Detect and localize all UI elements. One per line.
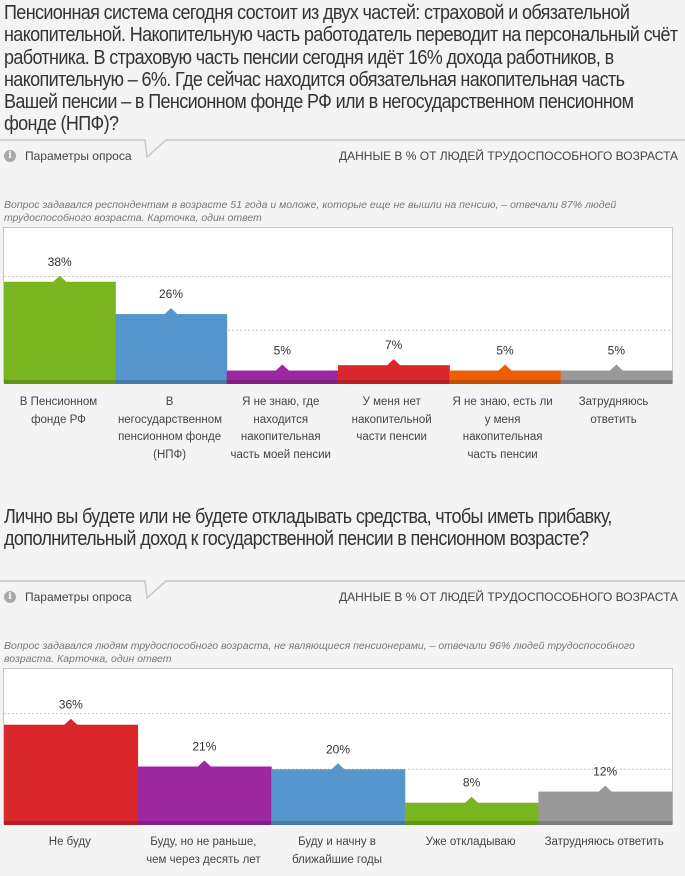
survey-description-1: Вопрос задавался респондентам в возрасте… [4, 199, 617, 224]
bar-marker [386, 359, 401, 366]
data-unit-note: ДАННЫЕ В % ОТ ЛЮДЕЙ ТРУДОСПОСОБНОГО ВОЗР… [339, 149, 678, 163]
data-unit-note: ДАННЫЕ В % ОТ ЛЮДЕЙ ТРУДОСПОСОБНОГО ВОЗР… [339, 590, 678, 604]
bar-marker [331, 763, 345, 770]
bar-base [226, 380, 339, 384]
bar-value-label: 7% [385, 338, 403, 352]
category-label: Я не знаю, где находится накопительная ч… [230, 396, 331, 461]
bar-base [271, 821, 406, 825]
bar-base [538, 821, 673, 825]
bar [4, 281, 116, 384]
bar [338, 365, 450, 384]
survey-description-2: Вопрос задавался людям трудоспособного в… [4, 640, 635, 665]
category-label: Буду и начну в ближайшие годы [291, 836, 382, 866]
bar-base [137, 821, 272, 825]
bar-marker [464, 796, 479, 804]
bar-chart-2: 36% 21% 20% 8% 12% [3, 668, 673, 825]
bar-base [338, 380, 450, 384]
bar-marker [598, 785, 613, 793]
bar-value-label: 21% [192, 740, 216, 754]
category-label: Уже откладываю [425, 836, 516, 848]
bar-marker [197, 760, 212, 767]
category-label: Не буду [48, 836, 91, 848]
bar-base [449, 380, 562, 384]
callout-notch [0, 580, 685, 600]
bar-marker [52, 275, 67, 283]
category-label: Затрудняюсь ответить [544, 836, 664, 848]
survey-params-label: Параметры опроса [25, 149, 132, 163]
bar-value-label: 36% [59, 698, 83, 712]
callout-notch [0, 139, 685, 159]
category-labels-2: Не буду Буду, но не раньше, чем через дес… [3, 834, 673, 869]
question-title-1: Пенсионная система сегодня состоит из дв… [4, 2, 678, 136]
category-label: В Пенсионном фонде РФ [19, 396, 98, 426]
bar-chart-2-svg: 36% 21% 20% 8% 12% [4, 698, 673, 825]
bar [137, 766, 272, 825]
bar [115, 314, 228, 384]
survey-params-label: Параметры опроса [25, 590, 132, 604]
bar-value-label: 38% [48, 255, 72, 269]
survey-params-bar-2: i Параметры опроса ДАННЫЕ В % ОТ ЛЮДЕЙ Т… [0, 571, 685, 611]
survey-params-toggle[interactable]: i Параметры опроса [4, 590, 132, 604]
bar-base [4, 380, 116, 384]
question-title-2: Лично вы будете или не будете откладыват… [4, 506, 612, 551]
bar-base [4, 821, 139, 825]
bar [538, 791, 673, 825]
bar-base [115, 380, 228, 384]
category-label: Затрудняюсь ответить [578, 396, 649, 426]
bar-base [560, 380, 673, 384]
bar [404, 802, 539, 825]
bar-marker [609, 364, 624, 372]
bar-value-label: 5% [274, 344, 292, 358]
bar-value-label: 5% [496, 344, 514, 358]
bar-value-label: 5% [608, 344, 626, 358]
bar [4, 724, 139, 825]
bar-marker [498, 364, 512, 372]
bar [271, 769, 406, 825]
bar-marker [63, 718, 78, 726]
category-label: Буду, но не раньше, чем через десять лет [146, 836, 261, 866]
bar-value-label: 26% [159, 287, 183, 301]
bar-base [404, 821, 539, 825]
category-label: В негосударственном пенсионном фонде (НП… [117, 396, 223, 461]
bar-value-label: 12% [593, 765, 617, 779]
bar-marker [275, 364, 290, 372]
survey-params-bar-1: i Параметры опроса ДАННЫЕ В % ОТ ЛЮДЕЙ Т… [0, 130, 685, 170]
category-label: У меня нет накопительной части пенсии [351, 396, 432, 443]
bar-marker [164, 308, 178, 315]
category-labels-1: В Пенсионном фонде РФ В негосударственном… [3, 394, 669, 464]
bar-chart-1: 38% 26% 5% 7% 5% 5% [3, 227, 673, 384]
category-label: Я не знаю, есть ли у меня накопительная … [452, 396, 553, 461]
survey-params-toggle[interactable]: i Параметры опроса [4, 149, 132, 163]
info-icon: i [4, 150, 16, 162]
bar-value-label: 20% [326, 742, 350, 756]
info-icon: i [4, 591, 16, 603]
bar-value-label: 8% [463, 776, 481, 790]
bar-chart-1-svg: 38% 26% 5% 7% 5% 5% [4, 255, 673, 384]
